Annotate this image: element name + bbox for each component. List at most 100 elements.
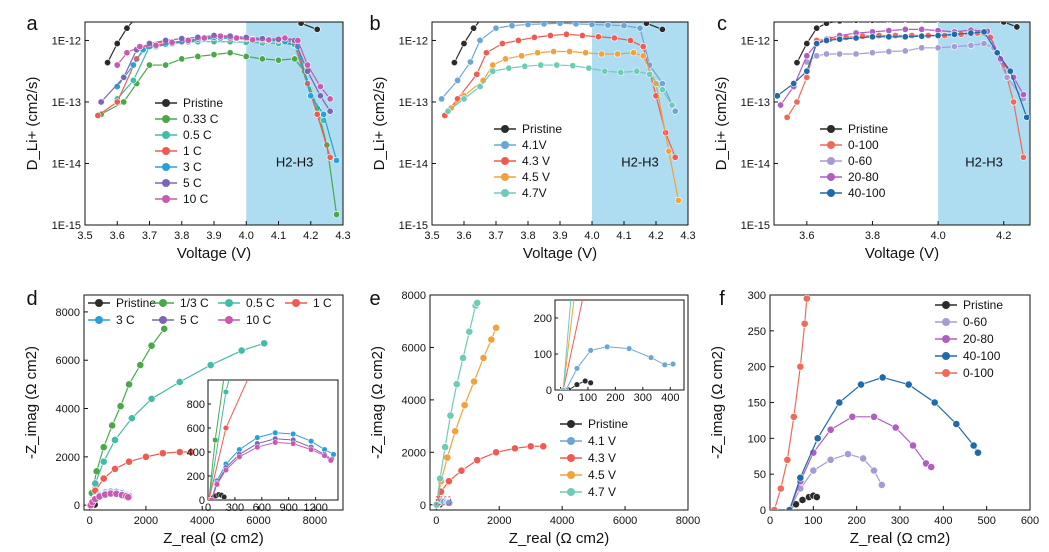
x-tick-label: 3.6 — [456, 230, 471, 242]
data-point — [160, 324, 169, 333]
y-tick-label: 1E-12 — [399, 35, 428, 47]
y-tick-label: 1E-14 — [741, 158, 770, 170]
data-point — [104, 59, 112, 67]
data-point — [158, 449, 167, 458]
y-tick-label: 6000 — [402, 342, 426, 354]
data-point — [891, 32, 899, 40]
inset-x-tick-label: 900 — [280, 502, 298, 514]
data-point — [502, 55, 510, 63]
legend-marker — [827, 141, 835, 149]
series-line-10 C — [116, 35, 331, 100]
inset-data-point — [308, 438, 315, 445]
data-point — [610, 34, 618, 42]
data-point — [505, 64, 513, 72]
legend-label: Pristine — [183, 96, 223, 110]
data-point — [936, 22, 940, 23]
data-point — [136, 361, 145, 369]
data-point — [460, 95, 468, 103]
inset-data-point — [236, 453, 243, 460]
data-point — [562, 30, 570, 38]
data-point — [489, 61, 497, 69]
data-point — [857, 380, 865, 389]
x-tick-label: 3.6 — [799, 230, 814, 242]
data-point — [320, 110, 328, 118]
data-point — [601, 67, 609, 75]
legend-marker — [501, 157, 509, 165]
data-point — [803, 52, 811, 60]
plot-frame — [83, 294, 344, 511]
data-point — [211, 13, 217, 19]
x-tick-label: 8000 — [676, 515, 700, 527]
x-tick-label: 3.8 — [520, 230, 535, 242]
data-point — [620, 22, 628, 30]
panel-letter: d — [26, 288, 37, 310]
legend-marker — [162, 115, 170, 123]
legend-marker — [162, 179, 170, 187]
data-point — [934, 32, 942, 40]
inset-x-tick-label: 0 — [205, 502, 211, 514]
data-point — [200, 34, 208, 42]
data-point — [823, 50, 831, 58]
panel-d: 0 2000 4000 6000 800002000400060008000Z_real… — [23, 257, 391, 547]
data-point — [852, 50, 860, 58]
inset-y-tick-label: 800 — [187, 399, 205, 411]
data-point — [436, 474, 444, 483]
data-point — [307, 92, 315, 100]
data-point — [152, 41, 160, 49]
data-point — [793, 98, 801, 106]
data-point — [127, 414, 136, 423]
data-point — [274, 56, 282, 64]
data-point — [438, 95, 446, 103]
y-tick-label: 1E-15 — [399, 220, 428, 232]
inset-x-tick-label: 300 — [226, 502, 244, 514]
inset-data-point — [385, 257, 391, 263]
data-point — [175, 448, 184, 456]
plot-frame — [429, 294, 689, 511]
y-tick-label: 2000 — [402, 447, 426, 459]
y-tick-label: 2000 — [56, 452, 80, 464]
inset-data-point — [222, 466, 229, 474]
data-point — [534, 49, 542, 57]
data-point — [470, 377, 478, 386]
data-point — [776, 484, 785, 493]
data-point — [195, 13, 201, 19]
inset-series-line — [211, 441, 332, 500]
data-point — [178, 35, 186, 43]
data-point — [162, 61, 170, 69]
data-point — [237, 346, 246, 355]
data-point — [1010, 98, 1018, 106]
inset-x-tick-label: 300 — [634, 392, 652, 404]
data-point — [479, 354, 488, 362]
x-tick-label: 4.2 — [648, 230, 663, 242]
x-tick-label: 3.9 — [552, 230, 567, 242]
inset-x-tick-label: 1200 — [303, 502, 327, 514]
data-point — [291, 55, 299, 63]
y-tick-label: 100 — [748, 433, 766, 445]
legend-label: 5 C — [183, 176, 202, 190]
data-point — [281, 34, 289, 42]
y-tick-label: 50 — [754, 469, 766, 481]
data-point — [539, 442, 548, 451]
data-point — [835, 398, 844, 407]
data-point — [242, 52, 250, 60]
data-point — [813, 434, 822, 443]
data-point — [313, 25, 321, 33]
legend-label: Pristine — [588, 417, 628, 431]
plot-frame — [769, 294, 1031, 511]
y-tick-label: 1E-12 — [741, 35, 770, 47]
data-point — [934, 44, 942, 52]
data-point — [1013, 23, 1021, 31]
x-tick-label: 4.1 — [616, 230, 631, 242]
legend-label: 0-100 — [963, 366, 994, 380]
data-point — [930, 398, 939, 407]
x-tick-label: 6000 — [246, 515, 270, 527]
inset-data-point — [213, 481, 221, 488]
inset-data-point — [208, 496, 215, 500]
data-point — [927, 463, 936, 471]
inset-frame — [554, 299, 685, 391]
data-point — [951, 15, 957, 21]
inset-x-tick-label: 400 — [661, 392, 679, 404]
data-point — [233, 34, 241, 42]
data-point — [967, 41, 975, 49]
data-point — [802, 295, 811, 303]
